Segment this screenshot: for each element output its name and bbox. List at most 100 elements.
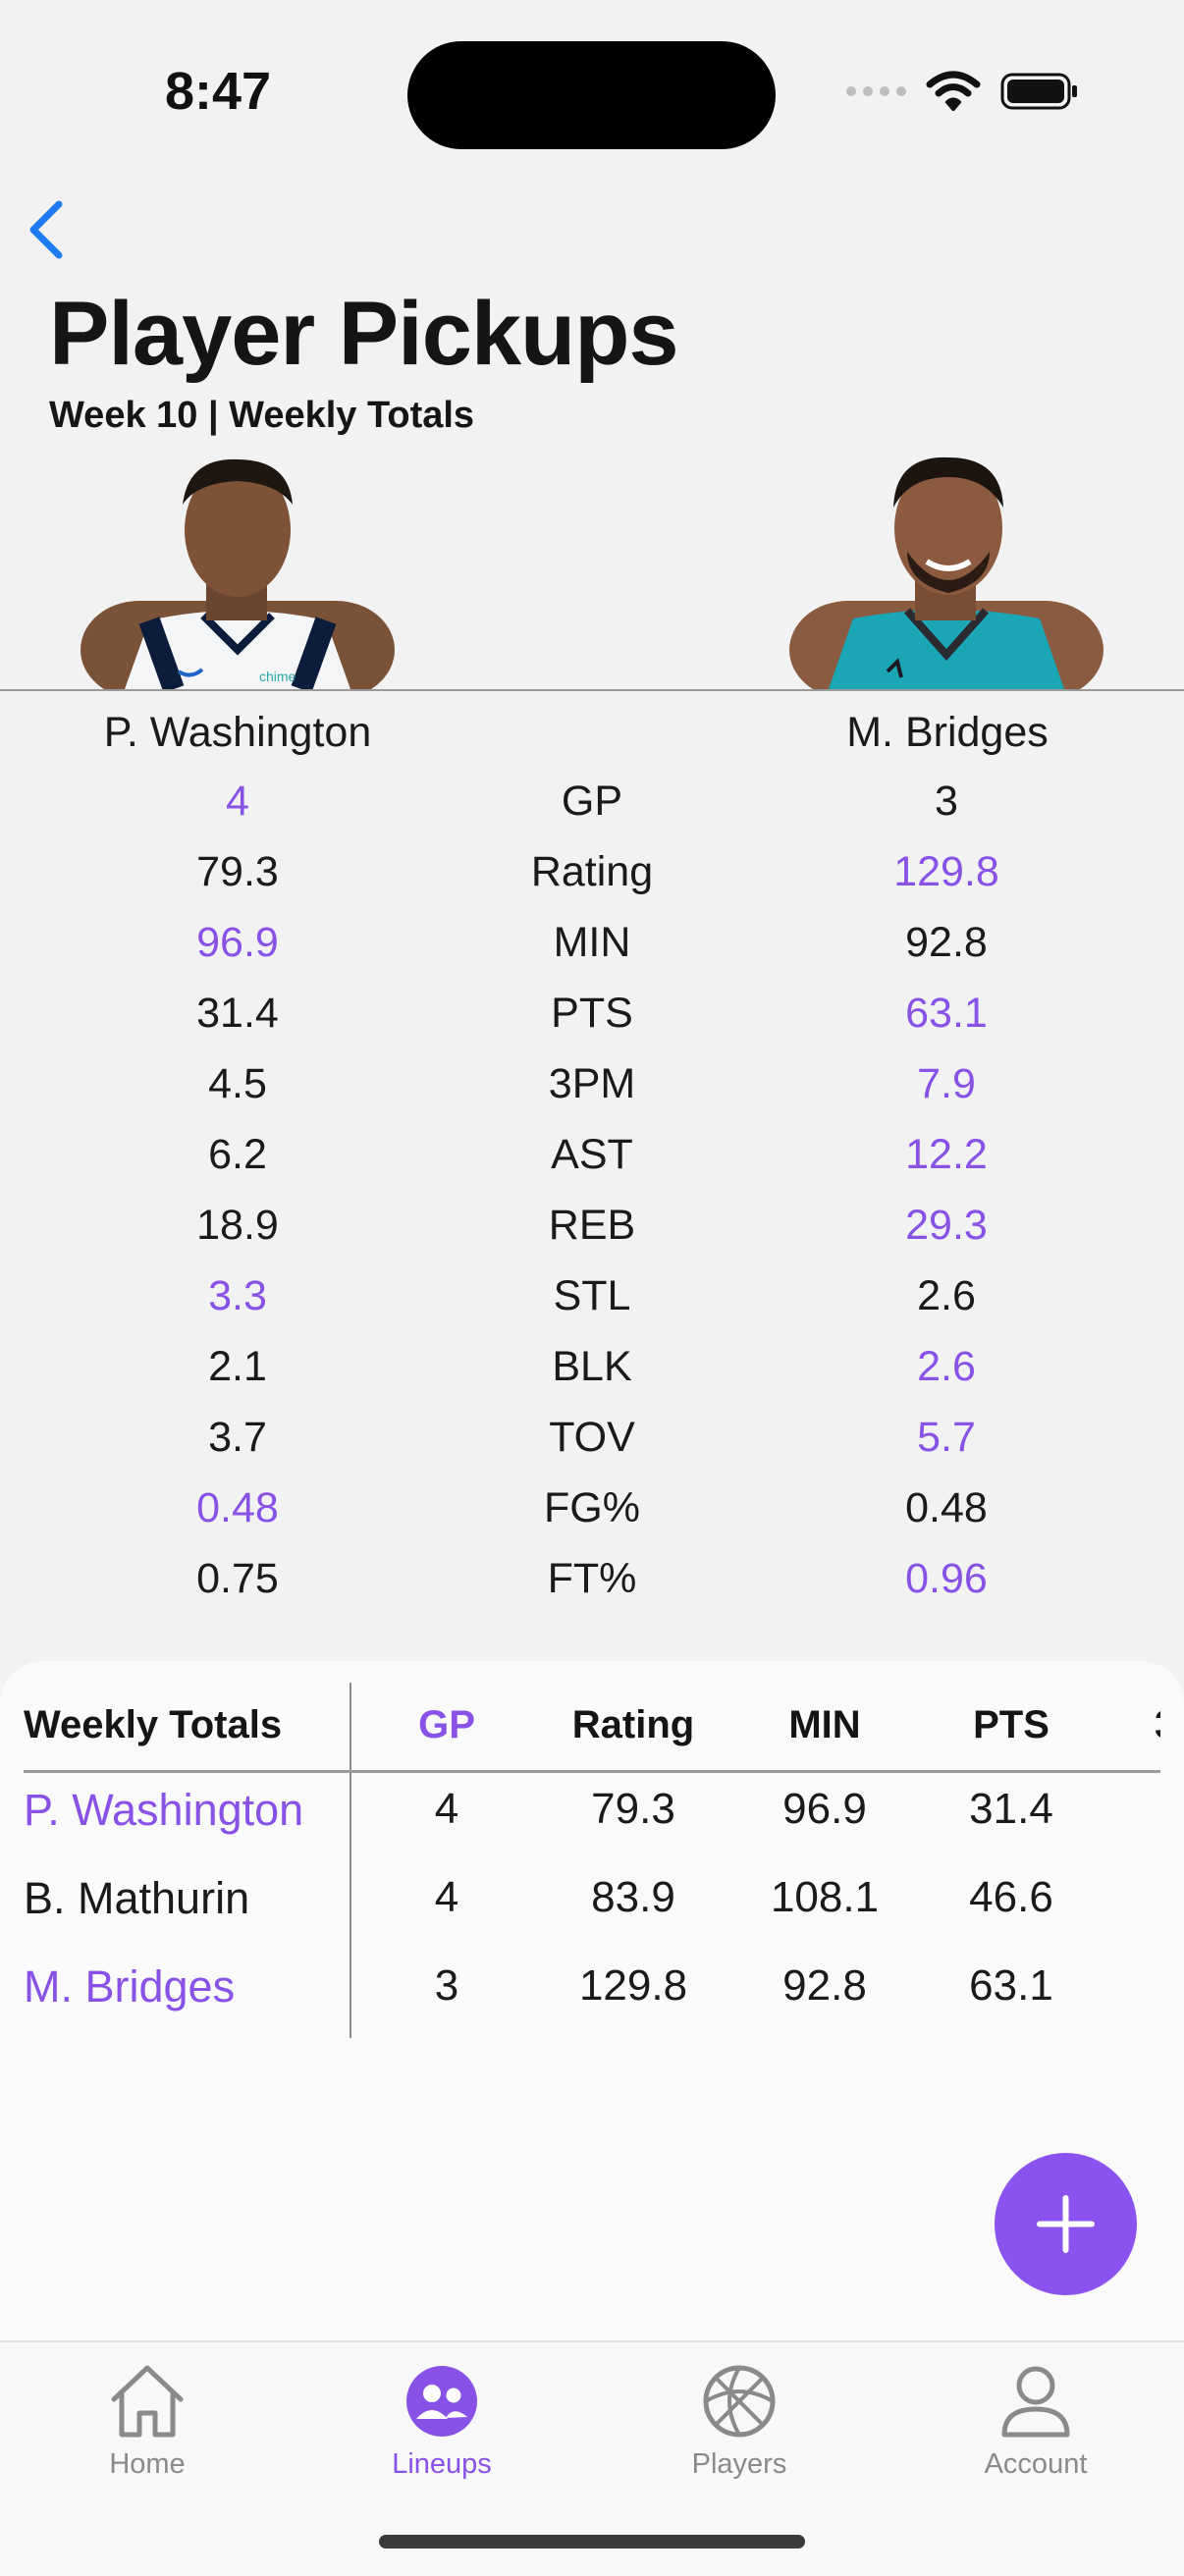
stat-label: REB [548,1202,636,1249]
stat-row: 4 GP 3 [0,774,1184,844]
stat-value-right: 12.2 [905,1131,988,1178]
tab-players[interactable]: Players [641,2362,837,2481]
table-cell: 129.8 [578,1961,688,2010]
stat-label: MIN [553,919,631,966]
player-photo-left: chime [81,454,395,689]
stat-value-left: 3.3 [208,1272,267,1319]
tab-home[interactable]: Home [49,2362,245,2481]
people-icon [406,2366,477,2437]
add-player-button[interactable] [995,2153,1137,2295]
stat-comparison: 4 GP 3 79.3 Rating 129.8 96.9 MIN 92.8 31.4 PTS 63.… [0,774,1184,1622]
player-name-left: P. Washington [103,709,372,756]
stat-value-right: 0.48 [905,1484,988,1531]
wifi-icon [926,71,981,111]
stat-value-left: 31.4 [196,990,279,1037]
stat-value-left: 96.9 [196,919,279,966]
tab-account[interactable]: Account [938,2362,1134,2481]
table-cell: 4 [434,1785,459,1833]
stat-row: 3.3 STL 2.6 [0,1268,1184,1339]
table-cell: 63.1 [969,1961,1053,2010]
tab-home-label: Home [109,2448,186,2480]
stat-label: Rating [530,848,654,895]
table-row-name[interactable]: M. Bridges [24,1961,236,2012]
weekly-totals-sheet[interactable] [0,1661,1184,2348]
status-icons [846,71,1079,112]
table-cell: 83.9 [591,1873,675,1921]
page-subtitle: Week 10 | Weekly Totals [49,395,475,436]
stat-value-right: 3 [935,778,958,825]
stat-row: 3.7 TOV 5.7 [0,1410,1184,1480]
stat-label: FT% [547,1555,637,1602]
stat-value-left: 0.75 [196,1555,279,1602]
table-cell: 4 [434,1873,459,1921]
stat-row: 0.75 FT% 0.96 [0,1551,1184,1622]
stat-value-left: 4.5 [208,1060,267,1107]
stat-value-left: 79.3 [196,848,279,895]
table-cell: 3 [434,1961,459,2010]
jersey-sponsor-text: chime [259,669,296,684]
basketball-icon [703,2365,776,2438]
stat-value-right: 29.3 [905,1202,988,1249]
stat-label: AST [551,1131,633,1178]
tab-players-label: Players [691,2448,787,2480]
table-row-name[interactable]: B. Mathurin [24,1873,250,1923]
home-indicator [379,2535,805,2549]
stat-value-left: 0.48 [196,1484,279,1531]
stat-value-left: 2.1 [208,1343,267,1390]
stat-label: GP [561,778,623,825]
dynamic-island [407,41,776,149]
tab-account-label: Account [984,2448,1088,2480]
stat-value-right: 5.7 [917,1414,976,1461]
stat-value-right: 63.1 [905,990,988,1037]
stat-value-right: 7.9 [917,1060,976,1107]
status-time: 8:47 [165,62,272,121]
stat-value-right: 129.8 [893,848,999,895]
stat-row: 6.2 AST 12.2 [0,1127,1184,1198]
tab-lineups[interactable]: Lineups [344,2362,540,2481]
stat-label: BLK [552,1343,632,1390]
column-header-rating[interactable]: Rating [571,1703,695,1746]
stat-value-right: 0.96 [905,1555,988,1602]
stat-row: 31.4 PTS 63.1 [0,986,1184,1056]
page-title: Player Pickups [49,284,679,384]
stat-value-left: 4 [226,778,249,825]
stat-value-left: 6.2 [208,1131,267,1178]
plus-icon [1037,2195,1095,2253]
person-icon [1001,2366,1070,2438]
table-cell: 31.4 [969,1785,1053,1833]
stat-value-right: 2.6 [917,1343,976,1390]
table-cell: 79.3 [591,1785,675,1833]
table-cell: 46.6 [969,1873,1053,1921]
tab-lineups-label: Lineups [392,2448,492,2480]
stat-label: STL [553,1272,631,1319]
back-chevron-icon[interactable] [26,198,65,261]
player-photo-right [789,454,1103,689]
stat-value-left: 18.9 [196,1202,279,1249]
column-header-pts[interactable]: PTS [973,1703,1049,1746]
table-cell: 108.1 [770,1873,880,1921]
stat-row: 0.48 FG% 0.48 [0,1480,1184,1551]
player-name-right: M. Bridges [846,709,1049,756]
stat-row: 96.9 MIN 92.8 [0,915,1184,986]
table-header-divider [24,1770,1160,1773]
stat-row: 79.3 Rating 129.8 [0,844,1184,915]
table-cell: 96.9 [782,1785,867,1833]
table-row-name[interactable]: P. Washington [24,1785,304,1835]
cellular-signal-icon [846,86,906,96]
stat-label: TOV [549,1414,635,1461]
stat-row: 4.5 3PM 7.9 [0,1056,1184,1127]
stat-label: FG% [544,1484,640,1531]
stat-label: 3PM [548,1060,636,1107]
stat-row: 2.1 BLK 2.6 [0,1339,1184,1410]
stat-value-right: 2.6 [917,1272,976,1319]
column-header-overflow: 3 [1155,1703,1160,1739]
stat-row: 18.9 REB 29.3 [0,1198,1184,1268]
stat-value-left: 3.7 [208,1414,267,1461]
battery-icon [1000,73,1077,110]
house-icon [111,2365,184,2438]
table-column-divider [350,1683,351,2038]
photo-divider [0,689,1184,691]
table-header-label: Weekly Totals [24,1703,283,1746]
column-header-gp[interactable]: GP [418,1703,475,1746]
column-header-min[interactable]: MIN [788,1703,861,1746]
